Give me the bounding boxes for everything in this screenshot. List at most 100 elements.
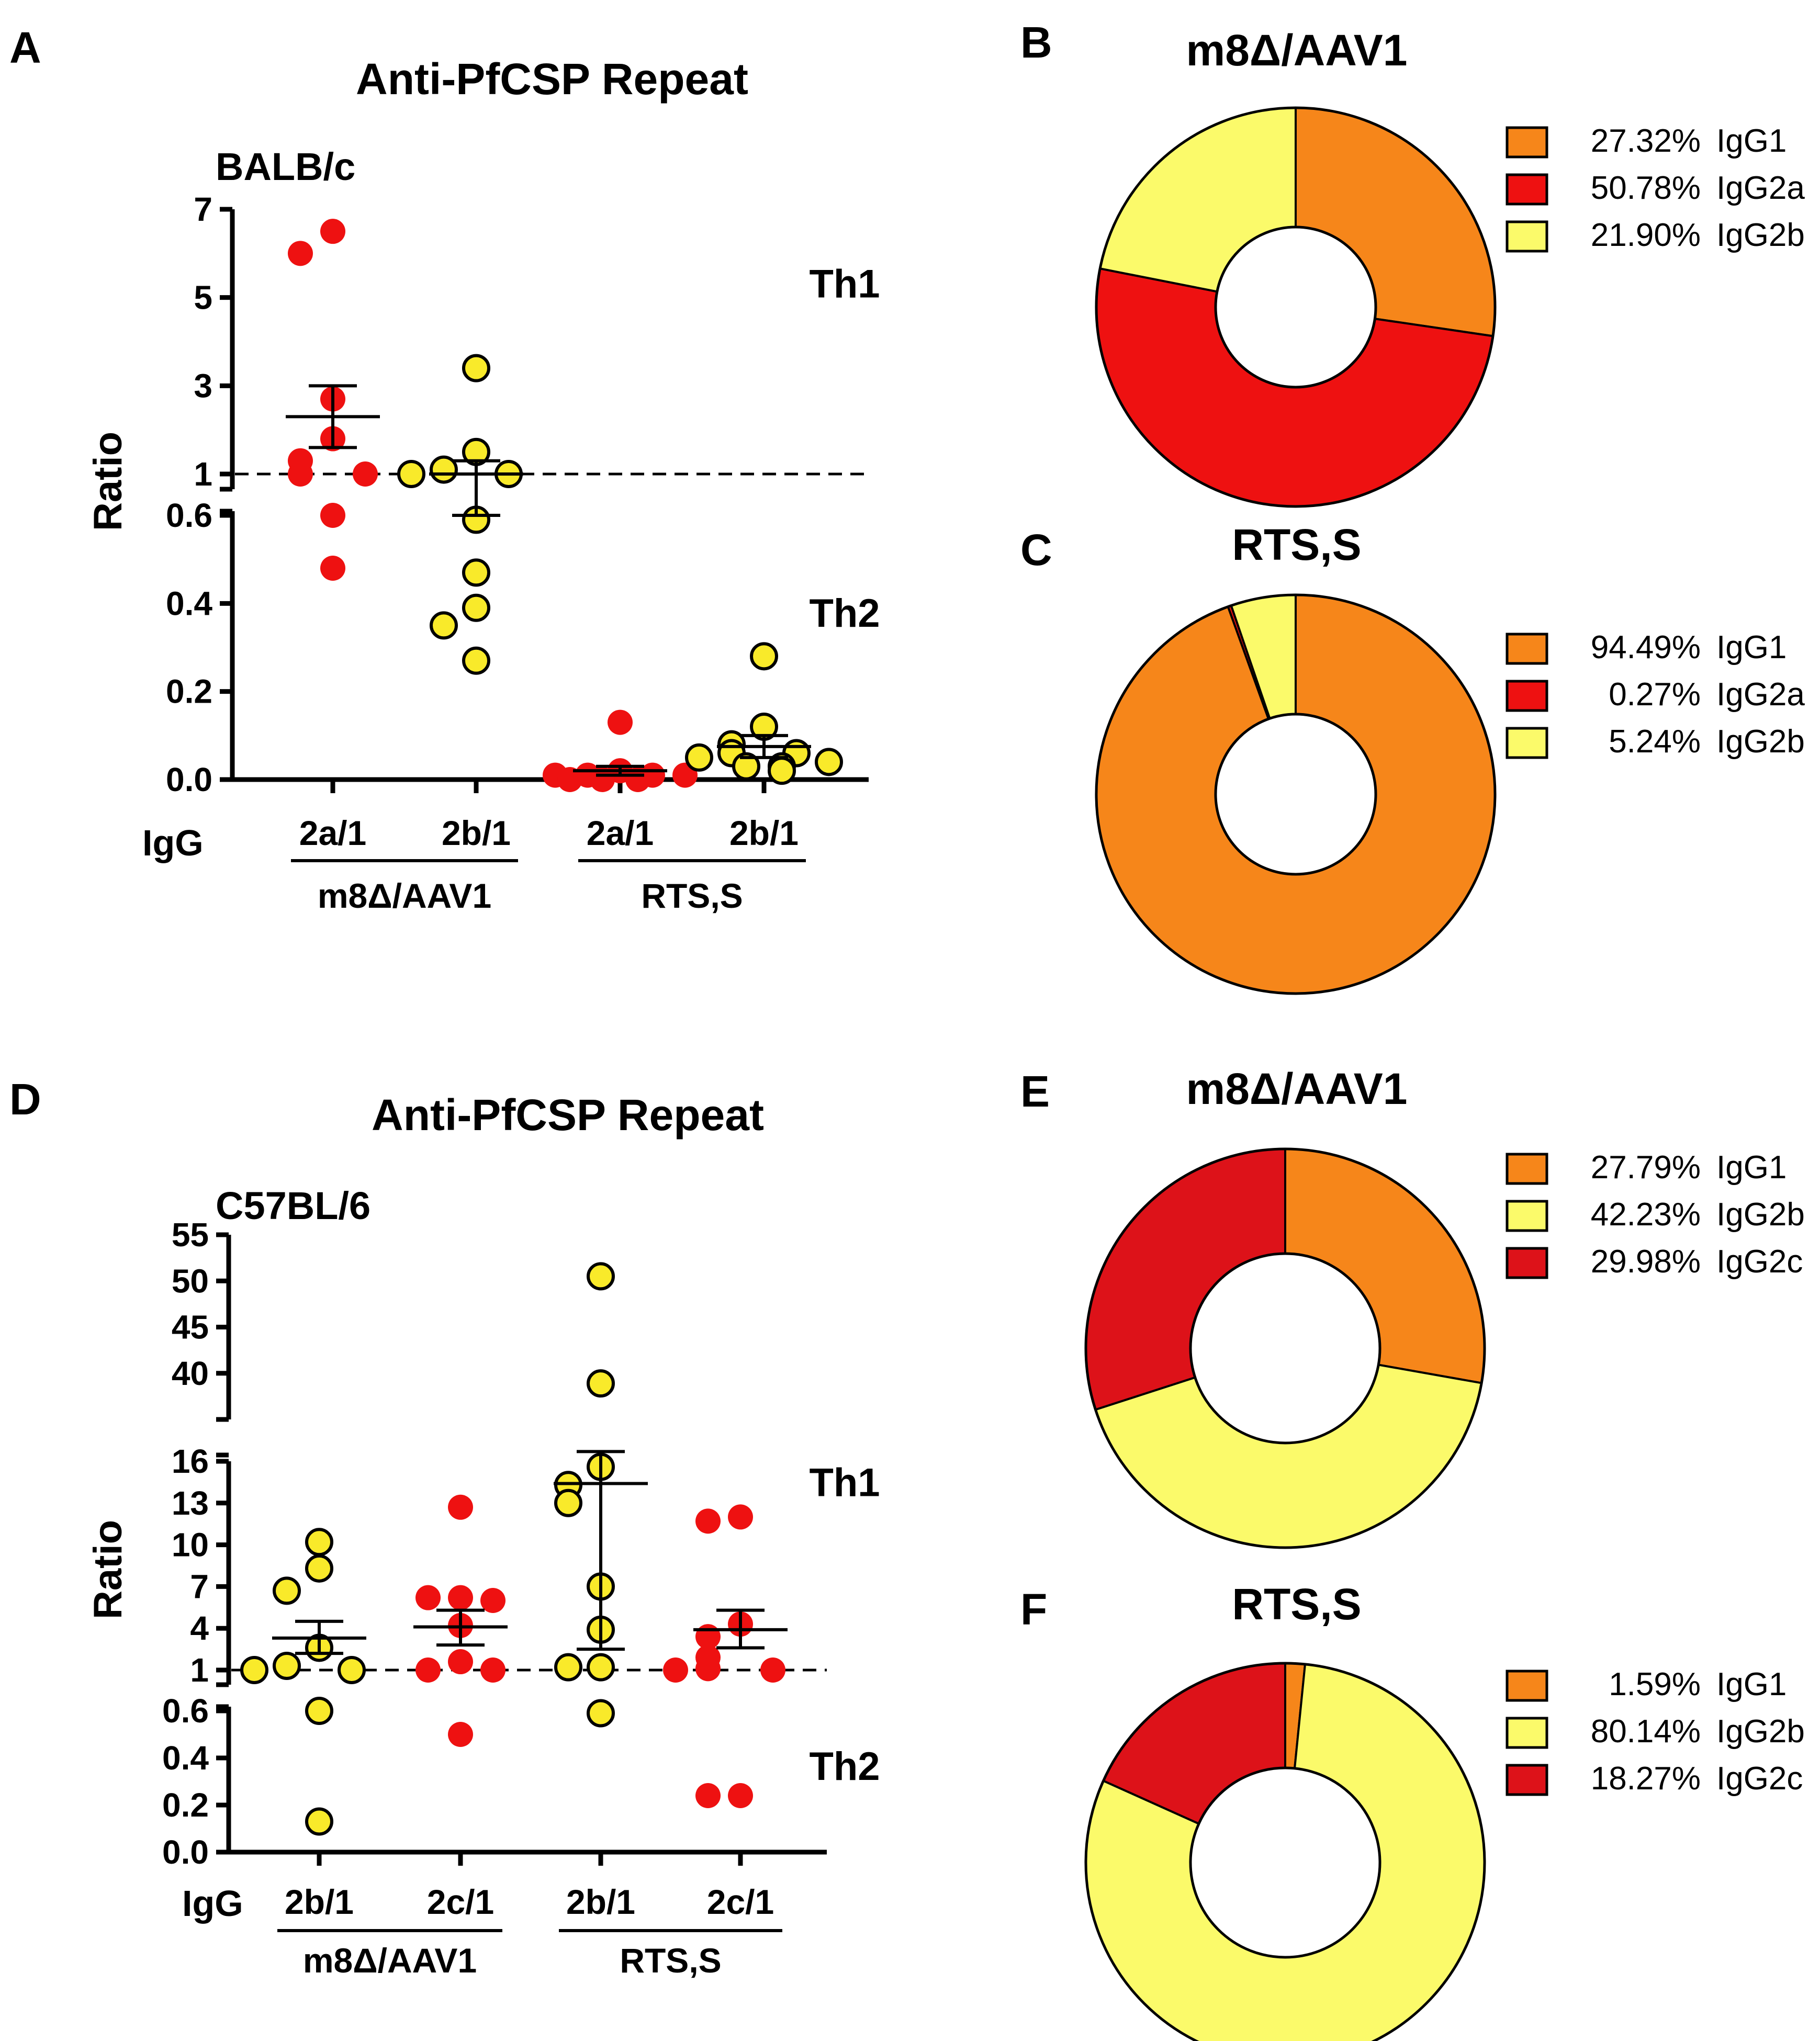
data-point-d-1: [273, 1576, 301, 1605]
data-point-a-4: [768, 757, 796, 785]
data-point-d-2: [448, 1722, 473, 1747]
y-tick-label-d: 0.6: [162, 1692, 209, 1730]
data-point-d-2: [415, 1585, 441, 1610]
panel-title-b: m8Δ/AAV1: [1186, 26, 1408, 75]
y-tick-label-d: 10: [172, 1526, 209, 1564]
donut-hole-c: [1214, 713, 1377, 876]
donut-outer-ring-f: [1084, 1662, 1486, 2041]
x-tick-label-a: 2b/1: [442, 814, 511, 852]
data-point-a-2: [397, 460, 425, 488]
legend-name-b: IgG2b: [1716, 217, 1805, 253]
x-tick-label-d: 2c/1: [707, 1882, 774, 1921]
legend-swatch-c: [1506, 680, 1548, 712]
data-point-d-3: [587, 1369, 615, 1398]
y-tick-label-a: 0.6: [166, 497, 212, 534]
y-tick-label-d: 0.4: [162, 1739, 209, 1777]
legend-name-f: IgG2b: [1716, 1713, 1805, 1750]
y-axis-label-d: Ratio: [86, 1520, 130, 1619]
legend-value-c: 94.49%: [1591, 629, 1701, 666]
legend-value-c: 0.27%: [1609, 676, 1701, 713]
legend-value-f: 18.27%: [1591, 1761, 1701, 1797]
legend-name-f: IgG2c: [1716, 1761, 1803, 1797]
data-point-d-1: [305, 1697, 333, 1725]
data-point-d-3: [554, 1489, 582, 1517]
strain-label-d: C57BL/6: [216, 1184, 370, 1227]
group-label-a: RTS,S: [641, 876, 743, 915]
data-point-d-4: [695, 1656, 721, 1682]
donut-outer-ring-c: [1095, 593, 1497, 995]
x-tick-label-a: 2b/1: [729, 814, 799, 852]
data-point-d-4: [695, 1508, 721, 1534]
legend-value-b: 21.90%: [1591, 217, 1701, 253]
legend-swatch-f: [1506, 1670, 1548, 1702]
legend-swatch-e: [1506, 1153, 1548, 1185]
legend-value-b: 27.32%: [1591, 123, 1701, 159]
data-point-a-2: [462, 354, 490, 382]
legend-value-e: 27.79%: [1591, 1149, 1701, 1186]
data-point-d-1: [338, 1656, 366, 1684]
y-tick-label-d: 7: [190, 1568, 209, 1605]
y-tick-label-a: 0.0: [166, 761, 212, 798]
legend-name-e: IgG2c: [1716, 1244, 1803, 1280]
data-point-d-4: [663, 1657, 688, 1683]
y-tick-label-d: 13: [172, 1484, 209, 1522]
data-point-a-1: [288, 241, 313, 266]
y-tick-label-d: 1: [190, 1651, 209, 1689]
panel-title-c: RTS,S: [1232, 520, 1361, 569]
data-point-d-4: [728, 1504, 753, 1530]
data-point-d-4: [728, 1783, 753, 1808]
panel-label-a: A: [9, 23, 41, 72]
legend-value-c: 5.24%: [1609, 724, 1701, 760]
legend-name-b: IgG2a: [1716, 170, 1805, 206]
data-point-a-1: [353, 461, 378, 487]
data-point-d-1: [305, 1807, 333, 1836]
data-point-a-3: [608, 709, 633, 735]
legend-value-e: 29.98%: [1591, 1244, 1701, 1280]
panel-title-a: Anti-PfCSP Repeat: [356, 54, 748, 104]
strain-label-a: BALB/c: [216, 145, 355, 188]
data-point-a-4: [750, 642, 778, 671]
y-tick-label-a: 5: [194, 279, 212, 317]
data-point-a-4: [685, 743, 713, 772]
y-tick-label-d: 45: [172, 1309, 209, 1346]
legend-swatch-c: [1506, 633, 1548, 665]
data-point-d-4: [695, 1783, 721, 1808]
legend-swatch-b: [1506, 173, 1548, 206]
data-point-a-4: [732, 752, 760, 781]
th2-label-a: Th2: [809, 591, 880, 636]
data-point-d-3: [587, 1699, 615, 1728]
legend-name-c: IgG2a: [1716, 676, 1805, 713]
th1-label-d: Th1: [809, 1461, 880, 1505]
y-tick-label-d: 16: [172, 1442, 209, 1480]
data-point-d-2: [480, 1588, 505, 1613]
data-point-a-3: [625, 767, 650, 792]
data-point-d-2: [448, 1649, 473, 1675]
x-tick-label-d: 2c/1: [427, 1882, 494, 1921]
legend-value-f: 1.59%: [1609, 1666, 1701, 1702]
data-point-d-3: [554, 1653, 582, 1682]
y-axis-label-a: Ratio: [86, 432, 130, 531]
panel-label-d: D: [9, 1075, 41, 1124]
legend-swatch-e: [1506, 1247, 1548, 1279]
data-point-a-4: [815, 748, 843, 776]
donut-hole-f: [1189, 1766, 1381, 1959]
y-tick-label-d: 40: [172, 1355, 209, 1392]
data-point-a-2: [462, 593, 490, 622]
group-label-d: RTS,S: [620, 1941, 721, 1980]
data-point-a-1: [288, 461, 313, 487]
panel-label-b: B: [1020, 18, 1052, 67]
x-tick-label-a: 2a/1: [299, 814, 366, 852]
data-point-d-1: [273, 1652, 301, 1681]
data-point-d-4: [760, 1657, 785, 1683]
th1-label-a: Th1: [809, 262, 880, 307]
legend-name-b: IgG1: [1716, 123, 1787, 159]
data-point-a-2: [462, 646, 490, 675]
x-tick-label-d: 2b/1: [566, 1882, 635, 1921]
data-point-a-2: [430, 611, 458, 640]
legend-name-c: IgG1: [1716, 629, 1787, 666]
data-point-d-1: [305, 1528, 333, 1557]
panel-label-e: E: [1020, 1067, 1050, 1116]
data-point-a-1: [320, 503, 345, 528]
y-tick-label-d: 0.2: [162, 1786, 209, 1824]
data-point-a-1: [320, 556, 345, 581]
